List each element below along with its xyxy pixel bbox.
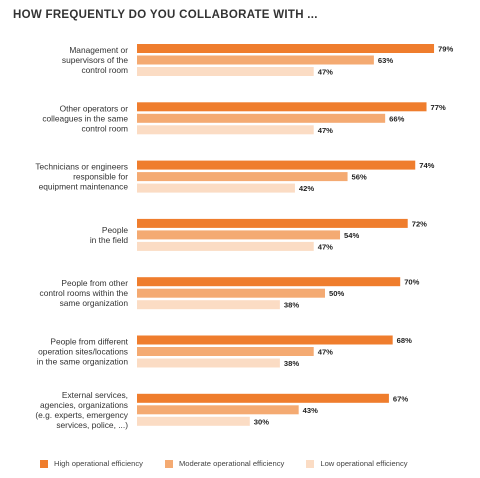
category-label-line: same organization (60, 298, 129, 308)
value-label-high-operational-efficiency-1: 79% (438, 45, 453, 54)
chart-title: HOW FREQUENTLY DO YOU COLLABORATE WITH .… (13, 9, 318, 21)
value-label-low-operational-efficiency-4: 47% (318, 242, 333, 251)
category-label-line: in the field (90, 235, 129, 245)
category-label-line: control room (81, 65, 128, 75)
category-label-1: Management or supervisors of the control r… (62, 45, 128, 75)
bar-low-operational-efficiency-5 (137, 300, 280, 310)
bar-moderate-operational-efficiency-4 (137, 230, 341, 240)
value-label-low-operational-efficiency-7: 30% (254, 417, 269, 426)
category-label-5: People from other control rooms within th… (40, 278, 129, 308)
category-label-line: Technicians or engineers (35, 162, 128, 172)
category-label-line: control room (81, 123, 128, 133)
bar-low-operational-efficiency-1 (137, 67, 314, 76)
category-label-line: control rooms within the (40, 288, 129, 298)
bar-low-operational-efficiency-7 (137, 416, 250, 426)
category-label-line: Other operators or (60, 103, 129, 113)
bar-low-operational-efficiency-4 (137, 241, 314, 251)
bar-high-operational-efficiency-3 (137, 160, 416, 170)
legend-label-low: Low operational efficiency (320, 459, 408, 468)
category-label-line: People from other (61, 278, 128, 288)
category-label-line: in the same organization (37, 357, 129, 367)
value-label-high-operational-efficiency-3: 74% (419, 161, 434, 170)
value-label-moderate-operational-efficiency-2: 66% (389, 114, 404, 123)
value-label-high-operational-efficiency-4: 72% (412, 219, 427, 228)
category-label-3: Technicians or engineers responsible for e… (35, 162, 128, 192)
bar-low-operational-efficiency-3 (137, 183, 295, 193)
bar-moderate-operational-efficiency-1 (137, 55, 374, 65)
legend-label-moderate: Moderate operational efficiency (178, 459, 285, 468)
bar-high-operational-efficiency-4 (137, 218, 408, 228)
category-label-6: People from different operation sites/loc… (37, 337, 129, 367)
bar-high-operational-efficiency-2 (137, 102, 427, 112)
legend-swatch-high (40, 459, 48, 468)
legend-item-high: High operational efficiency (40, 459, 143, 468)
value-label-moderate-operational-efficiency-7: 43% (303, 406, 318, 415)
bar-high-operational-efficiency-6 (137, 335, 393, 345)
value-label-low-operational-efficiency-2: 47% (318, 126, 333, 135)
category-label-line: Management or (69, 45, 128, 55)
legend-item-moderate: Moderate operational efficiency (164, 459, 285, 468)
bar-high-operational-efficiency-1 (137, 44, 435, 53)
category-label-4: People in the field (90, 225, 129, 245)
bar-moderate-operational-efficiency-2 (137, 113, 386, 123)
bar-moderate-operational-efficiency-5 (137, 288, 325, 298)
category-label-line: (e.g. experts, emergency (35, 410, 128, 420)
legend-swatch-moderate (164, 459, 173, 468)
value-label-low-operational-efficiency-3: 42% (299, 184, 314, 193)
legend-label-high: High operational efficiency (54, 459, 143, 468)
value-label-high-operational-efficiency-7: 67% (393, 394, 408, 403)
value-label-moderate-operational-efficiency-4: 54% (344, 231, 359, 240)
category-label-line: supervisors of the (62, 55, 128, 65)
value-label-moderate-operational-efficiency-1: 63% (378, 56, 393, 65)
category-label-line: External services, (62, 390, 128, 400)
category-label-line: responsible for (73, 172, 128, 182)
value-label-low-operational-efficiency-1: 47% (318, 68, 333, 77)
category-label-2: Other operators or colleagues in the same… (42, 103, 128, 133)
bar-moderate-operational-efficiency-6 (137, 347, 314, 356)
bar-moderate-operational-efficiency-7 (137, 405, 299, 415)
value-label-high-operational-efficiency-5: 70% (404, 278, 419, 287)
category-label-line: People from different (50, 337, 128, 347)
value-label-high-operational-efficiency-2: 77% (431, 103, 446, 112)
bar-moderate-operational-efficiency-3 (137, 172, 348, 182)
category-label-line: agencies, organizations (40, 400, 128, 410)
value-label-low-operational-efficiency-6: 38% (284, 359, 299, 368)
bar-high-operational-efficiency-7 (137, 393, 389, 403)
value-label-moderate-operational-efficiency-3: 56% (352, 173, 367, 182)
category-label-line: equipment maintenance (39, 182, 129, 192)
category-label-line: operation sites/locations (38, 347, 128, 357)
value-label-low-operational-efficiency-5: 38% (284, 301, 299, 310)
category-label-line: People (102, 225, 128, 235)
bar-low-operational-efficiency-6 (137, 358, 280, 368)
legend-item-low: Low operational efficiency (306, 459, 408, 468)
value-label-moderate-operational-efficiency-5: 50% (329, 289, 344, 298)
category-label-line: colleagues in the same (42, 113, 128, 123)
legend-swatch-low (306, 459, 315, 468)
bar-high-operational-efficiency-5 (137, 277, 401, 287)
legend: High operational efficiency Moderate ope… (40, 459, 430, 468)
bar-low-operational-efficiency-2 (137, 125, 314, 135)
value-label-high-operational-efficiency-6: 68% (397, 336, 412, 345)
category-label-7: External services, agencies, organization… (35, 390, 128, 430)
value-label-moderate-operational-efficiency-6: 47% (318, 348, 333, 357)
category-label-line: services, police, ...) (56, 420, 128, 430)
